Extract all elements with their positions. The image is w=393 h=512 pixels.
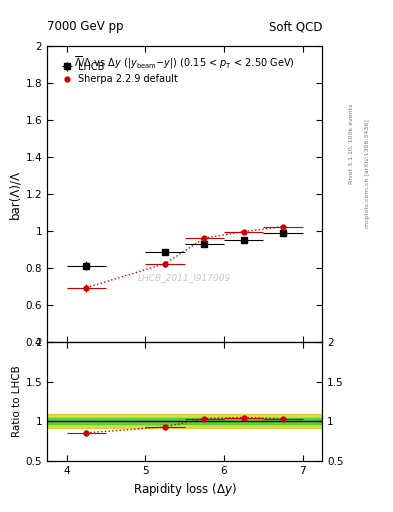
Text: Rivet 3.1.10, 100k events: Rivet 3.1.10, 100k events	[349, 103, 354, 183]
Text: Soft QCD: Soft QCD	[269, 20, 322, 33]
Text: 7000 GeV pp: 7000 GeV pp	[47, 20, 124, 33]
X-axis label: Rapidity loss ($\Delta y$): Rapidity loss ($\Delta y$)	[133, 481, 237, 498]
Text: LHCB_2011_I917009: LHCB_2011_I917009	[138, 272, 231, 282]
Text: mcplots.cern.ch [arXiv:1306.3436]: mcplots.cern.ch [arXiv:1306.3436]	[365, 120, 370, 228]
Y-axis label: bar(Λ)/Λ: bar(Λ)/Λ	[9, 169, 22, 219]
Y-axis label: Ratio to LHCB: Ratio to LHCB	[11, 366, 22, 437]
Text: $\overline{\Lambda}/\Lambda$ vs $\Delta y$ ($|y_{\mathrm{beam}}{-}y|$) (0.15 < $: $\overline{\Lambda}/\Lambda$ vs $\Delta …	[74, 55, 295, 71]
Legend: LHCB, Sherpa 2.2.9 default: LHCB, Sherpa 2.2.9 default	[57, 60, 180, 86]
Bar	[47, 414, 322, 429]
Bar	[47, 418, 322, 424]
